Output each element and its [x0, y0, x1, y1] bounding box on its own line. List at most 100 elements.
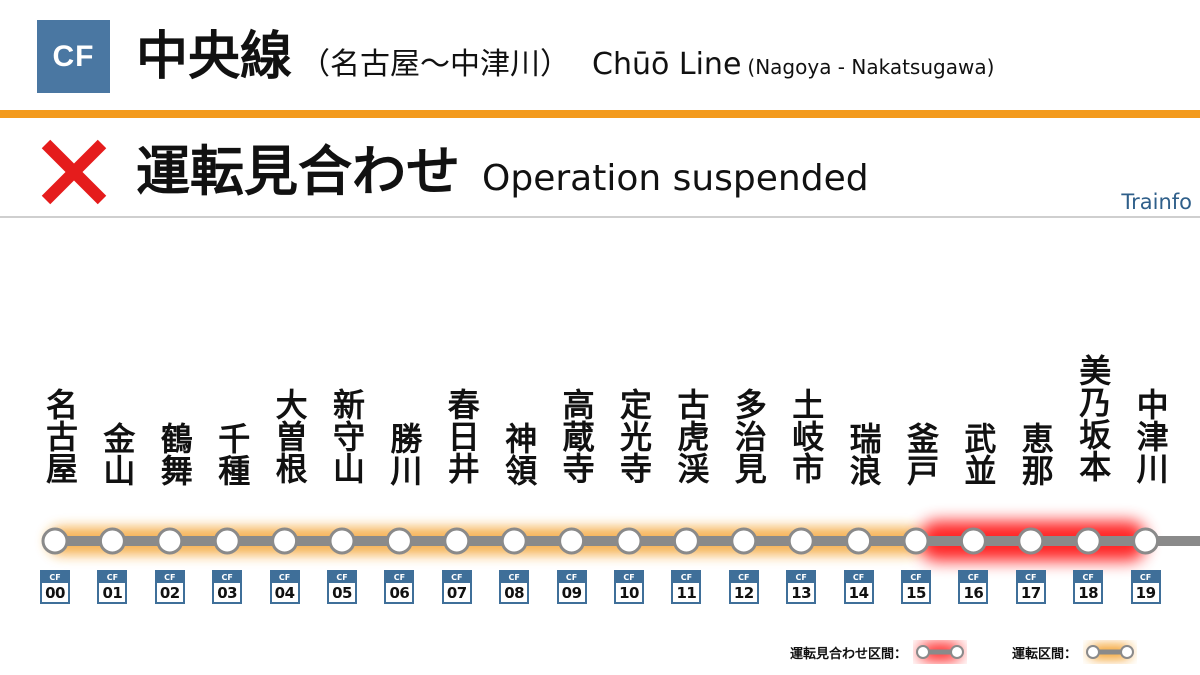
station-number: 13 — [791, 584, 812, 602]
station-dot[interactable] — [615, 527, 643, 555]
station-name[interactable]: 多治見 — [729, 388, 768, 484]
station-dot[interactable] — [98, 527, 126, 555]
station-name[interactable]: 勝川 — [385, 422, 424, 486]
station-dot[interactable] — [845, 527, 873, 555]
station-name[interactable]: 千種 — [213, 422, 252, 486]
line-title: 中央線 （名古屋〜中津川） Chūō Line (Nagoya - Nakats… — [136, 22, 994, 92]
station-name[interactable]: 武並 — [959, 422, 998, 486]
station-name[interactable]: 恵那 — [1016, 422, 1055, 486]
station-name[interactable]: 釜戸 — [902, 422, 940, 486]
station-number: 17 — [1020, 584, 1041, 602]
station-number-badge: CF 04 — [269, 570, 300, 604]
station-number: 00 — [45, 584, 65, 602]
station-dot[interactable] — [500, 527, 528, 555]
station-number-line-code: CF — [616, 572, 642, 583]
station-number: 11 — [676, 584, 697, 602]
station-number-badge: CF 06 — [384, 570, 415, 604]
station-name[interactable]: 新守山 — [328, 388, 366, 484]
station-name[interactable]: 土岐市 — [787, 388, 826, 484]
station-number-badge: CF 12 — [728, 570, 759, 604]
station-number-badge: CF 08 — [499, 570, 530, 604]
header-divider — [0, 110, 1200, 118]
status-text-en: Operation suspended — [482, 158, 869, 199]
station-number-badge: CF 10 — [614, 570, 644, 604]
station-dot[interactable] — [902, 527, 930, 555]
station-number: 19 — [1135, 584, 1156, 602]
station-number-badge: CF 15 — [901, 570, 931, 604]
station-number-line-code: CF — [271, 572, 298, 583]
station-dot[interactable] — [1132, 527, 1160, 555]
station-dot[interactable] — [213, 527, 241, 555]
station-number: 16 — [963, 584, 984, 602]
station-number: 05 — [332, 584, 352, 602]
station-number: 12 — [733, 584, 754, 602]
legend-suspended-swatch — [916, 644, 965, 660]
station-dot[interactable] — [787, 527, 815, 555]
station-number-line-code: CF — [788, 572, 815, 583]
station-number-badge: CF 01 — [97, 570, 128, 604]
station-number: 03 — [217, 584, 238, 602]
station-number-line-code: CF — [1075, 572, 1102, 583]
station-dot[interactable] — [558, 527, 586, 555]
station-number: 01 — [102, 584, 123, 602]
station-name[interactable]: 中津川 — [1131, 388, 1170, 484]
station-number-line-code: CF — [845, 572, 872, 583]
station-name[interactable]: 高蔵寺 — [557, 388, 596, 484]
line-section-en: (Nagoya - Nakatsugawa) — [747, 55, 995, 79]
station-dot[interactable] — [443, 527, 471, 555]
station-dot[interactable] — [271, 527, 299, 555]
status-text-jp: 運転見合わせ — [136, 140, 460, 203]
line-section-jp: （名古屋〜中津川） — [300, 47, 571, 82]
station-dot[interactable] — [730, 527, 758, 555]
station-dot[interactable] — [385, 527, 413, 555]
station-number-line-code: CF — [903, 572, 929, 583]
station-number-line-code: CF — [558, 572, 585, 583]
station-number-line-code: CF — [1132, 572, 1159, 583]
station-number: 02 — [159, 584, 180, 602]
station-number-line-code: CF — [156, 572, 183, 583]
suspended-x-icon — [41, 139, 107, 205]
station-name[interactable]: 瑞浪 — [844, 422, 883, 486]
legend-suspended-label: 運転見合わせ区間： — [790, 646, 908, 662]
station-dot[interactable] — [156, 527, 184, 555]
station-dot[interactable] — [1074, 527, 1102, 555]
station-name[interactable]: 神領 — [500, 422, 539, 486]
station-name[interactable]: 古虎渓 — [672, 388, 711, 484]
station-number: 15 — [906, 584, 926, 602]
station-name[interactable]: 金山 — [98, 422, 137, 486]
station-number: 14 — [848, 584, 869, 602]
station-dot[interactable] — [1017, 527, 1045, 555]
station-name[interactable]: 大曽根 — [270, 388, 309, 484]
station-number: 10 — [619, 584, 639, 602]
line-name-en: Chūō Line — [592, 47, 742, 82]
station-number-line-code: CF — [673, 572, 700, 583]
station-dot[interactable] — [328, 527, 356, 555]
station-number-line-code: CF — [214, 572, 241, 583]
station-dot[interactable] — [959, 527, 987, 555]
station-number-badge: CF 13 — [786, 570, 817, 604]
station-dot[interactable] — [672, 527, 700, 555]
legend-suspended: 運転見合わせ区間： — [790, 640, 967, 664]
station-number: 18 — [1078, 584, 1099, 602]
provider-logo: Trainfo — [1121, 190, 1192, 214]
status-line: 運転見合わせ Operation suspended — [136, 130, 869, 214]
station-number-badge: CF 09 — [556, 570, 587, 604]
station-dot[interactable] — [41, 527, 69, 555]
station-number-line-code: CF — [1017, 572, 1044, 583]
station-number-badge: CF 03 — [212, 570, 243, 604]
station-number-badge: CF 05 — [327, 570, 357, 604]
station-number: 06 — [389, 584, 410, 602]
station-name[interactable]: 定光寺 — [615, 388, 653, 484]
station-name[interactable]: 名古屋 — [41, 388, 79, 484]
station-number-badge: CF 19 — [1130, 570, 1161, 604]
station-number-badge: CF 07 — [441, 570, 472, 604]
station-name[interactable]: 鶴舞 — [155, 422, 194, 486]
station-name[interactable]: 春日井 — [442, 388, 481, 484]
station-name[interactable]: 美乃坂本 — [1074, 354, 1113, 482]
station-number: 08 — [504, 584, 525, 602]
legend-operating-swatch — [1086, 645, 1135, 659]
station-number-line-code: CF — [99, 572, 126, 583]
station-number-line-code: CF — [329, 572, 355, 583]
station-number-line-code: CF — [386, 572, 413, 583]
